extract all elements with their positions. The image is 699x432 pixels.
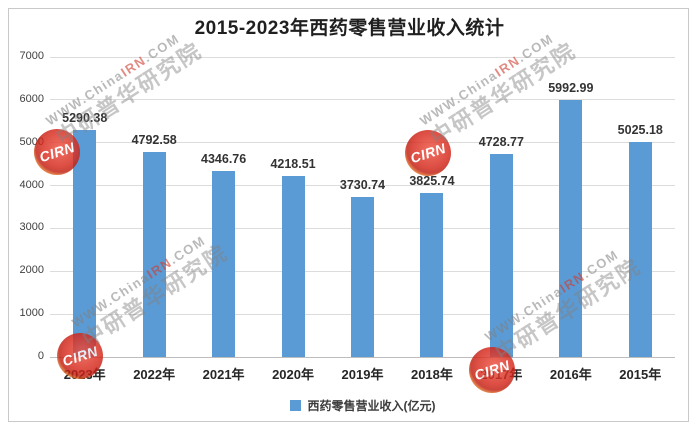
y-axis-tick-label: 1000 xyxy=(19,307,44,320)
chart-frame xyxy=(8,8,689,422)
x-axis-category-label: 2018年 xyxy=(410,367,453,382)
y-axis-tick-label: 3000 xyxy=(19,221,44,234)
bar xyxy=(420,193,444,357)
bar xyxy=(351,197,374,357)
chart-title: 2015-2023年西药零售营业收入统计 xyxy=(194,18,505,39)
x-axis-category-label: 2020年 xyxy=(272,367,314,382)
y-axis-tick-label: 2000 xyxy=(19,264,44,277)
bar xyxy=(281,176,305,357)
bar-value-label: 5992.99 xyxy=(548,81,594,96)
gridline xyxy=(50,142,675,144)
x-axis-line xyxy=(50,356,675,358)
gridline xyxy=(50,56,675,58)
legend-marker xyxy=(289,400,301,411)
x-axis-category-label: 2019年 xyxy=(341,367,384,382)
bar xyxy=(73,130,97,357)
bar-value-label: 4728.77 xyxy=(478,135,524,150)
x-axis-category-label: 2016年 xyxy=(549,367,592,382)
x-axis-category-label: 2021年 xyxy=(202,367,245,382)
legend-label: 西药零售营业收入(亿元) xyxy=(307,399,436,413)
x-axis-category-label: 2022年 xyxy=(133,367,176,382)
y-axis-tick-label: 0 xyxy=(37,350,44,362)
y-axis-tick-label: 6000 xyxy=(19,92,44,105)
bar xyxy=(489,154,513,357)
y-axis-tick-label: 5000 xyxy=(19,135,44,148)
gridline xyxy=(50,185,675,187)
bar-value-label: 4792.58 xyxy=(131,132,177,147)
bar-value-label: 4346.76 xyxy=(201,151,247,166)
bar xyxy=(142,151,166,357)
bar-value-label: 4218.51 xyxy=(270,157,316,172)
gridline xyxy=(50,99,675,101)
bar xyxy=(628,141,652,357)
y-axis-tick-label: 7000 xyxy=(19,50,44,62)
bar-value-label: 5290.38 xyxy=(62,111,108,126)
bar-value-label: 5025.18 xyxy=(617,122,663,137)
legend: 西药零售营业收入(亿元) xyxy=(50,397,675,414)
bar xyxy=(212,170,236,357)
x-axis-category-label: 2015年 xyxy=(619,367,662,382)
y-axis-tick-label: 4000 xyxy=(19,178,44,191)
bar-value-label: 3730.74 xyxy=(339,178,386,193)
bar-value-label: 3825.74 xyxy=(409,174,455,189)
bar xyxy=(559,100,583,357)
